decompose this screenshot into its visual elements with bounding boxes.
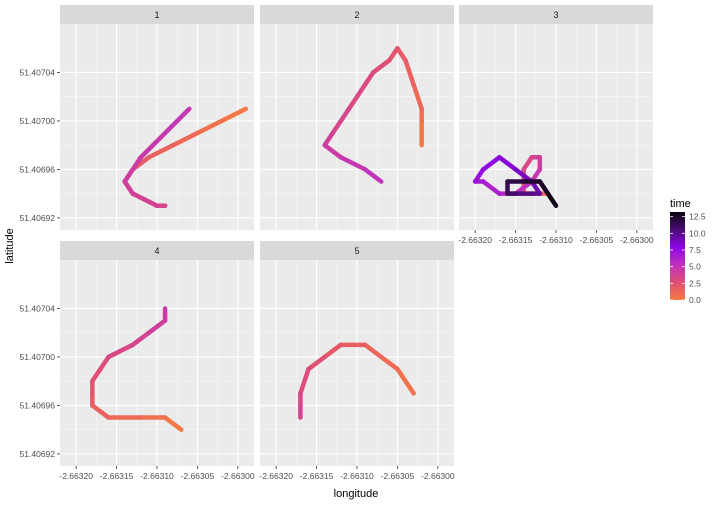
- panels-layer: 1 2 3 4 5: [60, 5, 653, 466]
- track-segment: [362, 342, 384, 360]
- facet-panel-1: 1: [60, 5, 254, 230]
- y-tick-label: 51.40696: [20, 164, 56, 174]
- track-segment: [195, 118, 224, 136]
- x-tick-label: -2.66310: [140, 471, 174, 481]
- x-axis-title: longitude: [334, 488, 379, 500]
- legend-tick-label: 12.5: [689, 212, 706, 222]
- x-tick-label: -2.66315: [100, 471, 134, 481]
- legend: time 0.0 2.5 5.0 7.5 10.0 12.5: [670, 198, 706, 305]
- facet-strip-label: 3: [553, 10, 558, 20]
- track-segment: [387, 45, 400, 63]
- facet-panel-4: 4: [60, 241, 254, 466]
- y-tick-label: 51.40696: [20, 400, 56, 410]
- x-tick-label: -2.66300: [421, 471, 455, 481]
- legend-tick-label: 2.5: [689, 278, 701, 288]
- track-segment: [138, 130, 168, 160]
- track-4: [90, 306, 184, 432]
- facet-strip-label: 4: [154, 246, 159, 256]
- track-segment: [545, 191, 559, 209]
- track-segment: [146, 142, 176, 160]
- track-segment: [521, 155, 534, 172]
- x-tick-label: -2.66310: [539, 235, 573, 245]
- track-segment: [146, 318, 168, 335]
- facet-strip: [60, 241, 254, 260]
- track-segment: [395, 366, 416, 396]
- track-segment: [122, 155, 144, 184]
- track-segment: [90, 403, 111, 420]
- track-segment: [98, 354, 111, 372]
- track-segment: [370, 58, 392, 75]
- y-tick-label: 51.40700: [20, 352, 56, 362]
- track-segment: [322, 342, 344, 360]
- x-tick-label: -2.66320: [259, 471, 293, 481]
- y-tick-label: 51.40692: [20, 213, 56, 223]
- track-segment: [403, 58, 416, 87]
- track-segment: [162, 415, 184, 432]
- y-tick-label: 51.40692: [20, 449, 56, 459]
- track-2: [322, 45, 424, 184]
- x-tick-label: -2.66310: [340, 471, 374, 481]
- track-segment: [162, 106, 192, 136]
- axis-layer: 51.40692 51.40696 51.40700 51.40704 -2.66320…: [20, 67, 654, 481]
- x-tick-label: -2.66315: [499, 235, 533, 245]
- track-segment: [330, 106, 352, 136]
- facet-panel-2: 2: [260, 5, 454, 230]
- track-segment: [481, 179, 502, 196]
- facet-strip: [459, 5, 653, 24]
- legend-tick-label: 5.0: [689, 262, 701, 272]
- facet-strip: [260, 5, 454, 24]
- track-segment: [322, 142, 344, 160]
- track-segment: [472, 167, 486, 184]
- track-segment: [306, 354, 327, 372]
- track-segment: [298, 366, 311, 396]
- x-tick-label: -2.66305: [181, 471, 215, 481]
- y-axis-title: latitude: [4, 228, 16, 263]
- legend-colorbar: [670, 212, 685, 300]
- facet-strip-label: 2: [354, 10, 359, 20]
- y-tick-label: 51.40704: [20, 303, 56, 313]
- track-segment: [346, 70, 376, 112]
- track-3: [472, 155, 559, 209]
- track-1: [122, 106, 249, 209]
- track-segment: [122, 179, 135, 196]
- track-segment: [411, 82, 424, 112]
- track-segment: [362, 167, 384, 184]
- legend-tick-label: 10.0: [689, 228, 706, 238]
- facet-panel-3: 3: [459, 5, 653, 230]
- track-segment: [106, 342, 135, 360]
- x-tick-label: -2.66300: [620, 235, 654, 245]
- track-segment: [130, 191, 160, 209]
- legend-title: time: [670, 198, 691, 210]
- track-segment: [481, 155, 502, 172]
- facet-strip-label: 1: [154, 10, 159, 20]
- x-tick-label: -2.66320: [458, 235, 492, 245]
- track-segment: [338, 155, 368, 172]
- x-tick-label: -2.66300: [221, 471, 255, 481]
- facet-panel-5: 5: [260, 241, 454, 466]
- track-segment: [90, 366, 103, 384]
- legend-tick-label: 7.5: [689, 245, 701, 255]
- track-segment: [170, 130, 200, 148]
- x-tick-label: -2.66320: [59, 471, 93, 481]
- y-tick-label: 51.40700: [20, 116, 56, 126]
- track-segment: [537, 179, 551, 196]
- track-segment: [130, 330, 152, 348]
- y-tick-label: 51.40704: [20, 67, 56, 77]
- track-segment: [322, 130, 335, 148]
- track-segment: [379, 354, 400, 372]
- x-tick-label: -2.66315: [300, 471, 334, 481]
- track-5: [298, 342, 416, 420]
- track-segment: [219, 106, 249, 124]
- legend-tick-label: 0.0: [689, 295, 701, 305]
- x-tick-label: -2.66305: [580, 235, 614, 245]
- facet-strip: [60, 5, 254, 24]
- track-segment: [497, 155, 518, 172]
- facet-strip: [260, 241, 454, 260]
- x-tick-label: -2.66305: [381, 471, 415, 481]
- facet-strip-label: 5: [354, 246, 359, 256]
